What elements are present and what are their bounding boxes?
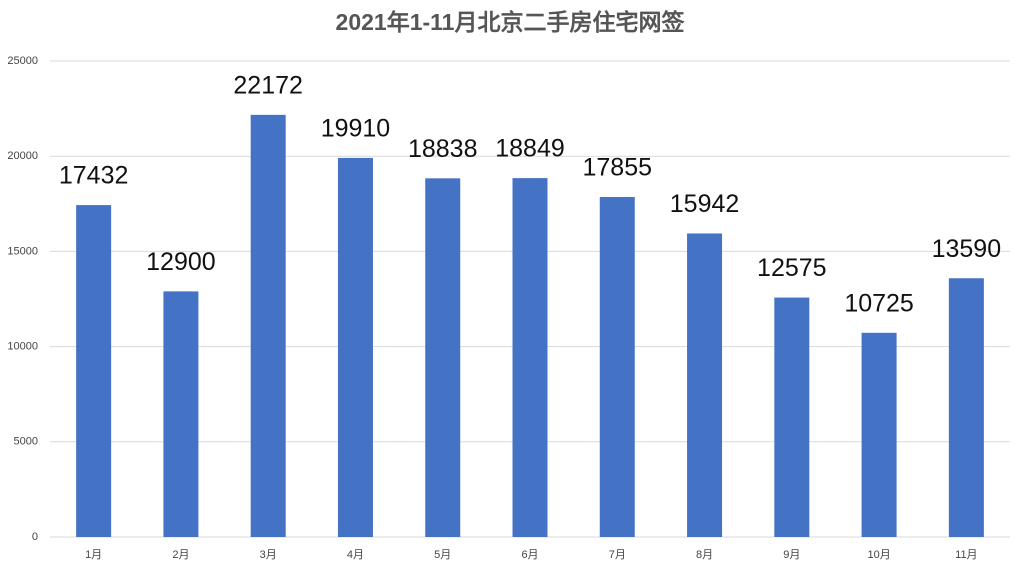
x-tick-label: 10月	[867, 549, 890, 561]
bar	[774, 297, 810, 537]
bar	[337, 157, 373, 537]
y-tick-label: 10000	[7, 341, 38, 353]
bar	[687, 233, 723, 537]
data-label: 18838	[408, 135, 478, 163]
x-tick-label: 7月	[609, 549, 626, 561]
bar	[948, 278, 984, 537]
x-tick-label: 5月	[434, 549, 451, 561]
bar	[76, 205, 112, 537]
x-tick-label: 1月	[85, 549, 102, 561]
y-tick-label: 25000	[7, 55, 38, 67]
x-tick-label: 11月	[955, 549, 977, 561]
x-tick-label: 2月	[172, 549, 189, 561]
x-tick-label: 8月	[696, 549, 713, 561]
chart-title: 2021年1-11月北京二手房住宅网签	[336, 9, 686, 35]
x-tick-label: 9月	[783, 549, 800, 561]
data-label: 10725	[844, 289, 914, 317]
bar	[512, 178, 548, 537]
y-tick-label: 5000	[14, 436, 38, 448]
data-label: 17855	[583, 154, 653, 182]
y-tick-label: 20000	[7, 150, 38, 162]
data-label: 18849	[495, 135, 565, 163]
data-label: 17432	[59, 162, 129, 190]
data-label: 12575	[757, 254, 827, 282]
y-tick-label: 15000	[7, 245, 38, 257]
data-label: 15942	[670, 190, 740, 218]
x-tick-label: 3月	[260, 549, 277, 561]
bar	[163, 291, 199, 537]
x-tick-label: 4月	[347, 549, 364, 561]
bar	[861, 332, 897, 537]
bar	[425, 178, 461, 538]
x-tick-label: 6月	[521, 549, 538, 561]
y-tick-label: 0	[32, 531, 38, 543]
data-label: 13590	[932, 235, 1002, 263]
bar	[599, 197, 635, 537]
data-label: 19910	[321, 115, 391, 143]
data-label: 12900	[146, 248, 216, 276]
data-label: 22172	[233, 71, 303, 99]
bar	[250, 114, 286, 537]
